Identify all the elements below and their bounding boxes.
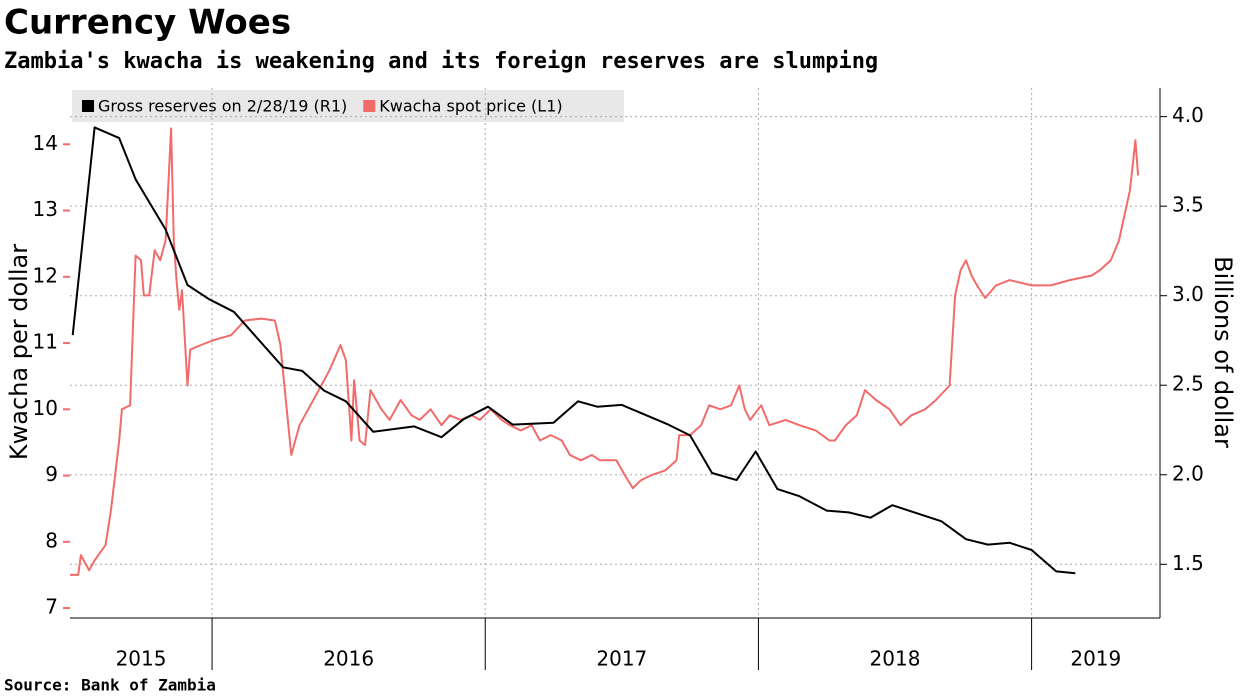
x-tick-label: 2015	[116, 647, 167, 671]
y-tick-label: 7	[45, 595, 58, 619]
source: Source: Bank of Zambia	[4, 676, 216, 695]
legend-swatch	[363, 100, 376, 112]
y-tick-label: 14	[33, 131, 58, 155]
y2-tick-label: 3.5	[1172, 193, 1204, 217]
series-line	[70, 127, 1140, 576]
y-tick-label: 8	[45, 528, 58, 552]
y-tick-label: 12	[33, 263, 58, 287]
y-tick-label: 9	[45, 462, 58, 486]
x-tick-label: 2016	[323, 647, 374, 671]
y2-tick-label: 1.5	[1172, 551, 1204, 575]
y-tick-label: 13	[33, 197, 58, 221]
y2-tick-label: 2.0	[1172, 461, 1204, 485]
y2-tick-label: 2.5	[1172, 372, 1204, 396]
chart-title: Currency Woes	[4, 3, 291, 43]
x-tick-label: 2019	[1070, 647, 1121, 671]
legend-swatch	[82, 100, 94, 112]
y2-tick-label: 4.0	[1172, 103, 1204, 127]
series-line	[71, 126, 1076, 575]
y-tick-label: 11	[33, 330, 58, 354]
legend-label: Kwacha spot price (L1)	[379, 97, 562, 116]
y-tick-label: 10	[33, 396, 58, 420]
chart-subtitle: Zambia's kwacha is weakening and its for…	[4, 49, 878, 74]
legend-label: Gross reserves on 2/28/19 (R1)	[98, 97, 347, 116]
y2-tick-label: 3.0	[1172, 282, 1204, 306]
y-axis-label: Kwacha per dollar	[5, 244, 33, 460]
y2-axis-label: Billions of dollar	[1209, 256, 1237, 448]
x-tick-label: 2018	[870, 647, 921, 671]
x-tick-label: 2017	[596, 647, 647, 671]
